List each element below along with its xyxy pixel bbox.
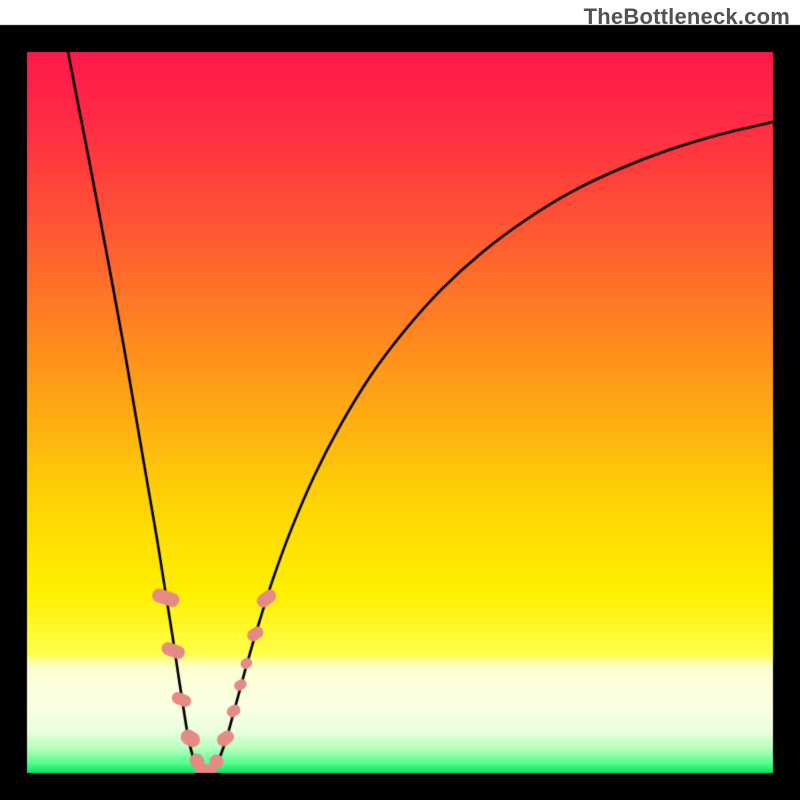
chart-canvas bbox=[0, 0, 800, 800]
chart-stage: TheBottleneck.com bbox=[0, 0, 800, 800]
